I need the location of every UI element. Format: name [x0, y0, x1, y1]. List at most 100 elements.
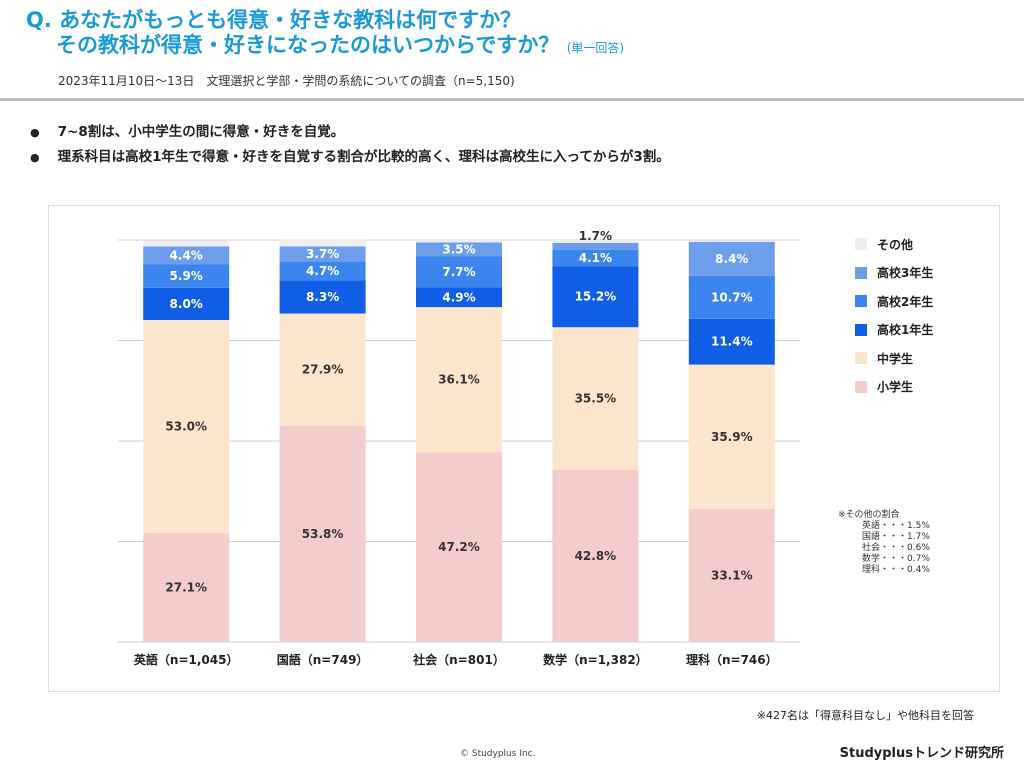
bar-segment: [688, 508, 775, 642]
bullet: 理系科目は高校1年生で得意・好きを自覚する割合が比較的高く、理科は高校生に入って…: [30, 145, 670, 170]
other-note-row: 国語・・・1.7%: [862, 532, 930, 542]
bar-segment: [688, 240, 775, 243]
bar-segment: [416, 452, 502, 642]
data-label: 35.9%: [711, 430, 753, 444]
bar-segment: [143, 240, 230, 247]
data-label: 8.0%: [170, 297, 203, 311]
data-label: 11.4%: [711, 335, 753, 349]
data-label: 53.0%: [165, 420, 207, 434]
legend-swatch: [855, 352, 867, 365]
bar-segment: [552, 266, 639, 328]
data-label: 4.9%: [442, 290, 475, 304]
bar-segment: [552, 240, 639, 243]
data-label: 27.1%: [165, 581, 207, 595]
title-line2: その教科が得意・好きになったのはいつからですか？: [56, 33, 560, 57]
data-label: 53.8%: [302, 527, 344, 541]
x-tick-label: 数学（n=1,382）: [543, 652, 648, 667]
bar-segment: [688, 364, 775, 509]
bar-segment: [416, 307, 502, 453]
legend-swatch: [855, 295, 867, 308]
bar-segment: [552, 327, 639, 470]
bar-segment: [143, 264, 230, 288]
data-label: 15.2%: [575, 290, 617, 304]
bar-segment: [416, 256, 502, 288]
bar-segment: [552, 242, 639, 250]
legend-label: 高校3年生: [877, 266, 934, 281]
bar-segment: [688, 275, 775, 319]
data-label: 10.7%: [711, 290, 753, 304]
data-label: 1.7%: [579, 229, 612, 243]
bar-segment: [143, 319, 230, 534]
legend-swatch: [855, 323, 867, 336]
data-label: 3.7%: [306, 247, 339, 261]
bar-segment: [416, 240, 502, 243]
data-label: 8.4%: [715, 252, 748, 266]
data-label: 33.1%: [711, 568, 753, 582]
x-tick-label: 英語（n=1,045）: [134, 652, 239, 667]
legend-item: 小学生: [855, 373, 933, 402]
bar-segment: [143, 246, 230, 265]
legend-label: 中学生: [877, 351, 914, 366]
legend-item: 中学生: [855, 344, 933, 373]
divider: [0, 98, 1024, 101]
title-line1: あなたがもっとも得意・好きな教科は何ですか？: [59, 8, 522, 32]
chart-frame: [48, 205, 1000, 692]
legend-label: 高校1年生: [877, 323, 934, 338]
legend-label: 小学生: [877, 380, 914, 395]
legend-label: その他: [877, 237, 914, 252]
legend-swatch: [855, 380, 867, 393]
legend-item: 高校1年生: [855, 316, 933, 345]
bar-segment: [279, 425, 366, 642]
question-title: Q. あなたがもっとも得意・好きな教科は何ですか？ その教科が得意・好きになった…: [26, 8, 624, 61]
q-mark: Q.: [26, 8, 52, 32]
bar-segment: [279, 280, 366, 314]
data-label: 4.1%: [579, 251, 612, 265]
x-tick-label: 理科（n=746）: [686, 652, 778, 667]
data-label: 36.1%: [438, 373, 480, 387]
legend-item: 高校2年生: [855, 287, 933, 316]
legend-label: 高校2年生: [877, 294, 934, 309]
data-label: 3.5%: [442, 242, 475, 256]
other-note-row: 理科・・・0.4%: [862, 565, 930, 575]
data-label: 5.9%: [170, 269, 203, 283]
other-note-row: 社会・・・0.6%: [862, 543, 930, 553]
bar-segment: [552, 469, 639, 642]
bar-segment: [279, 261, 366, 281]
bar-segment: [279, 239, 366, 247]
bullet: 7~8割は、小中学生の間に得意・好きを自覚。: [30, 120, 670, 145]
other-note: ※その他の割合 英語・・・1.5% 国語・・・1.7% 社会・・・0.6% 数学…: [838, 510, 930, 576]
answer-type: (単一回答): [566, 41, 625, 55]
legend-swatch: [855, 238, 867, 251]
data-label: 8.3%: [306, 290, 339, 304]
bar-segment: [552, 249, 639, 267]
bullets: 7~8割は、小中学生の間に得意・好きを自覚。 理系科目は高校1年生で得意・好きを…: [30, 120, 670, 170]
bar-segment: [143, 287, 230, 320]
other-note-row: 英語・・・1.5%: [862, 521, 930, 531]
bar-segment: [688, 318, 775, 365]
brand-logo: Studyplusトレンド研究所: [839, 746, 1004, 761]
bar-segment: [279, 246, 366, 262]
data-label: 4.7%: [306, 264, 339, 278]
bar-segment: [416, 287, 502, 308]
x-tick-label: 社会（n=801）: [412, 652, 505, 667]
bar-segment: [688, 242, 775, 276]
data-label: 35.5%: [575, 392, 617, 406]
bar-segment: [143, 533, 230, 642]
bar-segment: [279, 313, 366, 426]
x-tick-label: 国語（n=749）: [277, 652, 369, 667]
legend: その他高校3年生高校2年生高校1年生中学生小学生: [855, 230, 933, 401]
data-label: 42.8%: [575, 549, 617, 563]
data-label: 27.9%: [302, 363, 344, 377]
bar-segment: [416, 242, 502, 257]
survey-subtitle: 2023年11月10日〜13日 文理選択と学部・学問の系統についての調査（n=5…: [58, 74, 515, 88]
legend-item: その他: [855, 230, 933, 259]
data-label: 47.2%: [438, 540, 480, 554]
footnote: ※427名は「得意科目なし」や他科目を回答: [756, 709, 974, 722]
copyright: © Studyplus Inc.: [460, 749, 536, 759]
data-label: 4.4%: [170, 248, 203, 262]
legend-swatch: [855, 266, 867, 279]
other-note-row: 数学・・・0.7%: [862, 554, 930, 564]
data-label: 7.7%: [442, 265, 475, 279]
legend-item: 高校3年生: [855, 259, 933, 288]
